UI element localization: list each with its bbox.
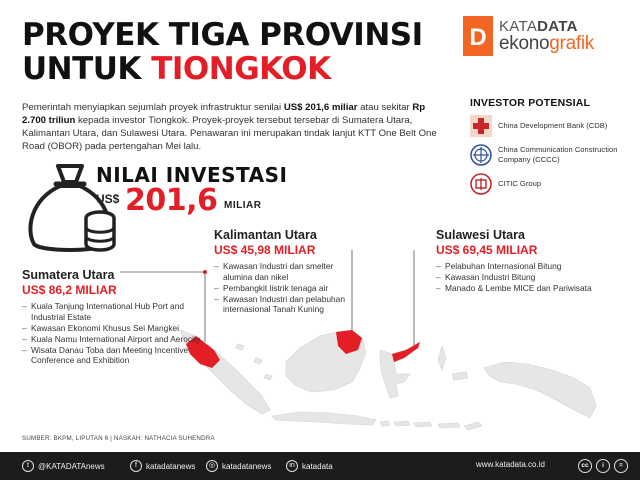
- investor-citic: CITIC Group: [470, 173, 630, 195]
- cc-license-icon: cc: [578, 459, 592, 473]
- region-sumatera-utara: Sumatera Utara US$ 86,2 MILIAR Kuala Tan…: [22, 268, 202, 366]
- list-item: Wisata Danau Toba dan Meeting Incentive …: [22, 345, 202, 366]
- list-item: Kawasan Industri dan pelabuhan internasi…: [214, 294, 364, 315]
- footer-facebook-label: katadatanews: [146, 461, 196, 471]
- map-papua: [483, 361, 597, 419]
- attribution-icon: i: [596, 459, 610, 473]
- twitter-icon: t: [22, 460, 34, 472]
- katadata-mark-letter: D: [469, 24, 486, 51]
- footer-twitter-label: @KATADATAnews: [38, 461, 105, 471]
- nilai-unit: MILIAR: [224, 200, 262, 211]
- title-line-2-prefix: UNTUK: [22, 51, 152, 87]
- list-item: Kuala Namu International Airport and Aer…: [22, 334, 202, 345]
- investor-cdb-name: China Development Bank (CDB): [498, 121, 608, 130]
- region-value: US$ 45,98 MILIAR: [214, 243, 316, 257]
- cccc-logo-icon: [470, 144, 492, 166]
- linkedin-icon: in: [286, 460, 298, 472]
- katadata-logo: D KATADATA ekonografik: [463, 16, 633, 56]
- footer-instagram[interactable]: ◎ katadatanews: [206, 460, 271, 472]
- list-item: Kawasan Industri dan smelter alumina dan…: [214, 261, 364, 282]
- list-item: Kuala Tanjung International Hub Port and…: [22, 301, 202, 322]
- no-derivatives-icon: =: [614, 459, 628, 473]
- region-project-list: Kawasan Industri dan smelter alumina dan…: [214, 261, 364, 315]
- citic-logo-icon: [470, 173, 492, 195]
- list-item: Kawasan Ekonomi Khusus Sei Mangkei: [22, 323, 202, 334]
- investor-title: INVESTOR POTENSIAL: [470, 97, 591, 109]
- title-line-2: UNTUK TIONGKOK: [22, 52, 442, 86]
- region-name: Sumatera Utara: [22, 268, 115, 282]
- sulawesi-leader-line: [413, 250, 415, 346]
- nilai-investasi-label: NILAI INVESTASI: [96, 163, 288, 187]
- title-line-1: PROYEK TIGA PROVINSI: [22, 17, 423, 53]
- footer-bar: t @KATADATAnews f katadatanews ◎ katadat…: [0, 452, 640, 480]
- region-sulawesi-utara: Sulawesi Utara US$ 69,45 MILIAR Pelabuha…: [436, 228, 606, 294]
- investor-cccc-name: China Communication Construction Company…: [498, 145, 618, 164]
- facebook-icon: f: [130, 460, 142, 472]
- investor-cdb: China Development Bank (CDB): [470, 115, 630, 137]
- katadata-mark-icon: D: [463, 16, 493, 56]
- money-bag-icon: [28, 164, 116, 252]
- title-accent: TIONGKOK: [151, 51, 331, 87]
- list-item: Pelabuhan Internasional Bitung: [436, 261, 606, 272]
- logo-ekonografik-text: ekonografik: [499, 33, 594, 54]
- list-item: Manado & Lembe MICE dan Pariwisata: [436, 283, 606, 294]
- investor-citic-name: CITIC Group: [498, 179, 542, 188]
- footer-instagram-label: katadatanews: [222, 461, 272, 471]
- page-title: PROYEK TIGA PROVINSI UNTUK TIONGKOK: [22, 18, 442, 86]
- list-item: Pembangkit listrik tenaga air: [214, 283, 364, 294]
- logo-katadata-text: KATADATA: [499, 18, 578, 35]
- region-kalimantan-utara: Kalimantan Utara US$ 45,98 MILIAR Kawasa…: [214, 228, 364, 315]
- list-item: Kawasan Industri Bitung: [436, 272, 606, 283]
- nilai-currency: US$: [96, 192, 120, 206]
- nilai-value: 201,6: [125, 183, 218, 218]
- intro-paragraph: Pemerintah menyiapkan sejumlah proyek in…: [22, 102, 437, 152]
- region-project-list: Pelabuhan Internasional Bitung Kawasan I…: [436, 261, 606, 294]
- region-name: Kalimantan Utara: [214, 228, 317, 242]
- map-sulawesi: [379, 341, 421, 399]
- footer-linkedin-label: katadata: [302, 461, 333, 471]
- footer-linkedin[interactable]: in katadata: [286, 460, 333, 472]
- footer-twitter[interactable]: t @KATADATAnews: [22, 460, 105, 472]
- region-project-list: Kuala Tanjung International Hub Port and…: [22, 301, 202, 366]
- footer-facebook[interactable]: f katadatanews: [130, 460, 195, 472]
- map-highlight-kalimantan-utara: [336, 330, 362, 354]
- investor-cccc: China Communication Construction Company…: [470, 144, 630, 166]
- source-credit: SUMBER: BKPM, LIPUTAN 6 | NASKAH: NATHAC…: [22, 435, 215, 442]
- map-highlight-sulawesi-utara: [392, 342, 420, 362]
- region-value: US$ 86,2 MILIAR: [22, 283, 117, 297]
- map-java: [271, 411, 377, 426]
- footer-website[interactable]: www.katadata.co.id: [476, 460, 545, 469]
- region-value: US$ 69,45 MILIAR: [436, 243, 538, 257]
- cdb-logo-icon: [470, 115, 492, 137]
- region-name: Sulawesi Utara: [436, 228, 525, 242]
- instagram-icon: ◎: [206, 460, 218, 472]
